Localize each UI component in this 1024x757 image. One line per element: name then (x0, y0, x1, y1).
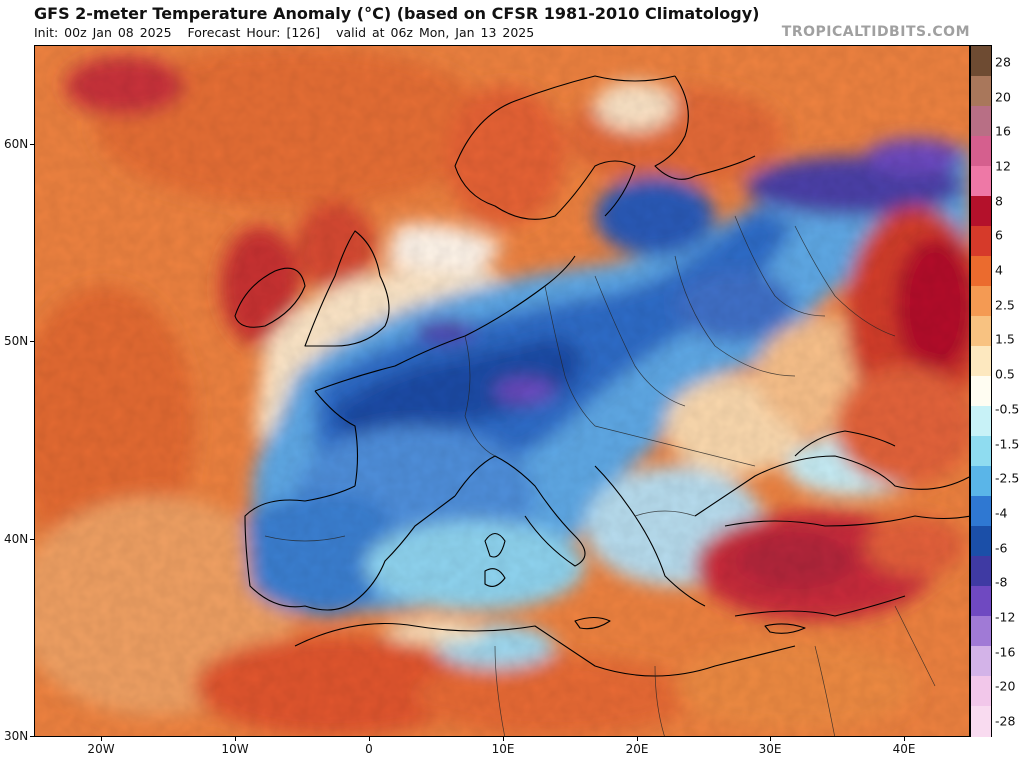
colorbar (970, 45, 992, 737)
colorbar-segment (971, 106, 991, 137)
colorbar-segment (971, 136, 991, 167)
coastlines (234, 75, 969, 677)
colorbar-label: -16 (995, 644, 1016, 660)
colorbar-label: 8 (995, 193, 1003, 209)
country-borders (264, 215, 936, 736)
lat-label-60n: 60N (4, 137, 29, 151)
lon-label-40e: 40E (892, 742, 916, 756)
lat-tick (30, 341, 34, 342)
colorbar-segment (971, 196, 991, 227)
lon-tick (369, 737, 370, 741)
lon-label-10w: 10W (221, 742, 249, 756)
colorbar-label: 6 (995, 227, 1003, 243)
lat-label-30n: 30N (4, 729, 29, 743)
lon-label-20w: 20W (87, 742, 115, 756)
lat-label-50n: 50N (4, 334, 29, 348)
colorbar-segment (971, 286, 991, 317)
colorbar-label: -1.5 (995, 436, 1020, 452)
colorbar-segment (971, 346, 991, 377)
lon-label-30e: 30E (758, 742, 782, 756)
lon-tick (101, 737, 102, 741)
colorbar-label: -12 (995, 609, 1016, 625)
colorbar-segment (971, 706, 991, 737)
lon-label-10e: 10E (491, 742, 515, 756)
colorbar-segment (971, 496, 991, 527)
colorbar-label: 28 (995, 54, 1011, 70)
colorbar-label: 16 (995, 123, 1011, 139)
forecast-hour: Forecast Hour: [126] (187, 25, 321, 40)
colorbar-segment (971, 166, 991, 197)
lat-label-40n: 40N (4, 532, 29, 546)
colorbar-segment (971, 436, 991, 467)
colorbar-segment (971, 586, 991, 617)
lon-tick (904, 737, 905, 741)
colorbar-segment (971, 466, 991, 497)
colorbar-label: -20 (995, 678, 1016, 694)
colorbar-segment (971, 676, 991, 707)
lat-tick (30, 736, 34, 737)
anomaly-map (34, 45, 970, 737)
map-title: GFS 2-meter Temperature Anomaly (°C) (ba… (34, 4, 760, 23)
init-time: Init: 00z Jan 08 2025 (34, 25, 172, 40)
colorbar-segment (971, 376, 991, 407)
lon-tick (503, 737, 504, 741)
lon-tick (770, 737, 771, 741)
colorbar-label: 12 (995, 158, 1011, 174)
colorbar-segment (971, 526, 991, 557)
lat-tick (30, 539, 34, 540)
colorbar-segment (971, 616, 991, 647)
colorbar-label: 0.5 (995, 366, 1015, 382)
colorbar-segment (971, 76, 991, 107)
colorbar-label: -28 (995, 713, 1016, 729)
colorbar-segment (971, 646, 991, 677)
valid-time: valid at 06z Mon, Jan 13 2025 (336, 25, 535, 40)
colorbar-segment (971, 226, 991, 257)
colorbar-label: -6 (995, 540, 1008, 556)
colorbar-label: -0.5 (995, 401, 1020, 417)
lon-label-0: 0 (365, 742, 373, 756)
colorbar-segment (971, 316, 991, 347)
anomaly-map-canvas (35, 46, 969, 736)
map-subtitle: Init: 00z Jan 08 2025 Forecast Hour: [12… (34, 25, 544, 40)
colorbar-label: 20 (995, 89, 1011, 105)
colorbar-label: -4 (995, 505, 1008, 521)
colorbar-segment (971, 46, 991, 77)
colorbar-segment (971, 406, 991, 437)
colorbar-label: 2.5 (995, 297, 1015, 313)
lon-label-20e: 20E (625, 742, 649, 756)
lon-tick (235, 737, 236, 741)
lon-tick (637, 737, 638, 741)
colorbar-label: -2.5 (995, 470, 1020, 486)
colorbar-label: 4 (995, 262, 1003, 278)
colorbar-segment (971, 556, 991, 587)
colorbar-segment (971, 256, 991, 287)
lat-tick (30, 144, 34, 145)
colorbar-label: 1.5 (995, 331, 1015, 347)
colorbar-label: -8 (995, 574, 1008, 590)
brand-watermark: TROPICALTIDBITS.COM (781, 24, 970, 40)
